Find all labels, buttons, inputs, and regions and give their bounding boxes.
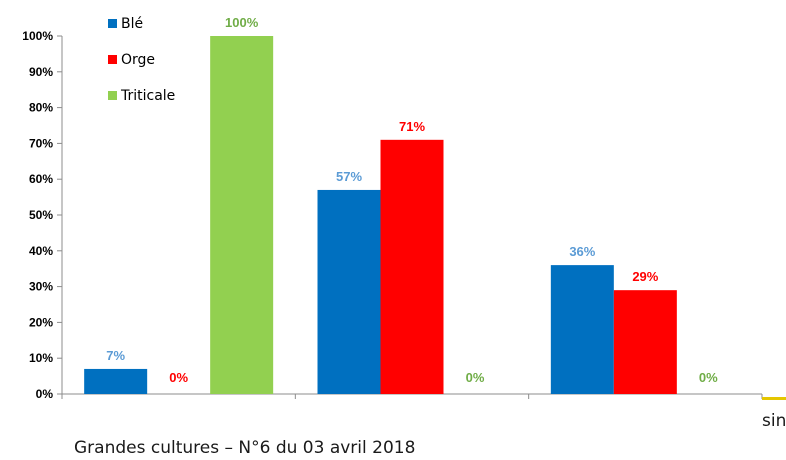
y-tick-label: 30% [29,280,53,294]
y-tick-label: 20% [29,315,53,329]
legend-swatch [108,91,117,100]
yellow-edge-mark [762,397,786,400]
y-tick-label: 100% [22,29,53,43]
bar [613,290,677,394]
y-axis: 0% 10% 20% 30% 40% 50% 60% 70% 80% 90% 100% [22,29,63,401]
legend-label: Triticale [120,88,175,104]
bar [550,265,614,394]
data-labels: 7% 0% 100% 57% 71% 0% 36% 29% 0% [106,15,718,385]
data-label: 71% [399,119,425,134]
x-axis: Fin tallage/Redress.(2x)Epi 1 cm (30)1 n… [61,393,763,399]
y-tick-label: 80% [29,101,53,115]
bulletin-footer: Grandes cultures – N°6 du 03 avril 2018 [74,438,416,458]
y-tick-label: 50% [29,208,53,222]
legend-label: Orge [121,52,155,68]
data-label: 7% [106,348,125,363]
cropped-edge-text: sin [762,411,786,431]
data-label: 57% [336,169,362,184]
legend: Blé Orge Triticale [108,16,175,104]
y-tick-label: 60% [29,172,53,186]
data-label: 0% [466,370,485,385]
data-label: 0% [169,370,188,385]
bar [380,139,444,394]
bar [317,189,381,394]
bar-chart: 0% 10% 20% 30% 40% 50% 60% 70% 80% 90% 100% Fin ta… [22,15,763,401]
bar [84,368,148,394]
legend-label: Blé [121,16,143,32]
bars [84,36,677,394]
y-tick-label: 70% [29,136,53,150]
legend-swatch [108,55,117,64]
data-label: 100% [225,15,259,30]
legend-swatch [108,19,117,28]
y-tick-label: 0% [36,387,54,401]
data-label: 0% [699,370,718,385]
data-label: 36% [569,244,595,259]
y-tick-label: 90% [29,65,53,79]
bar [210,36,274,394]
y-tick-label: 10% [29,351,53,365]
data-label: 29% [632,269,658,284]
y-tick-label: 40% [29,244,53,258]
